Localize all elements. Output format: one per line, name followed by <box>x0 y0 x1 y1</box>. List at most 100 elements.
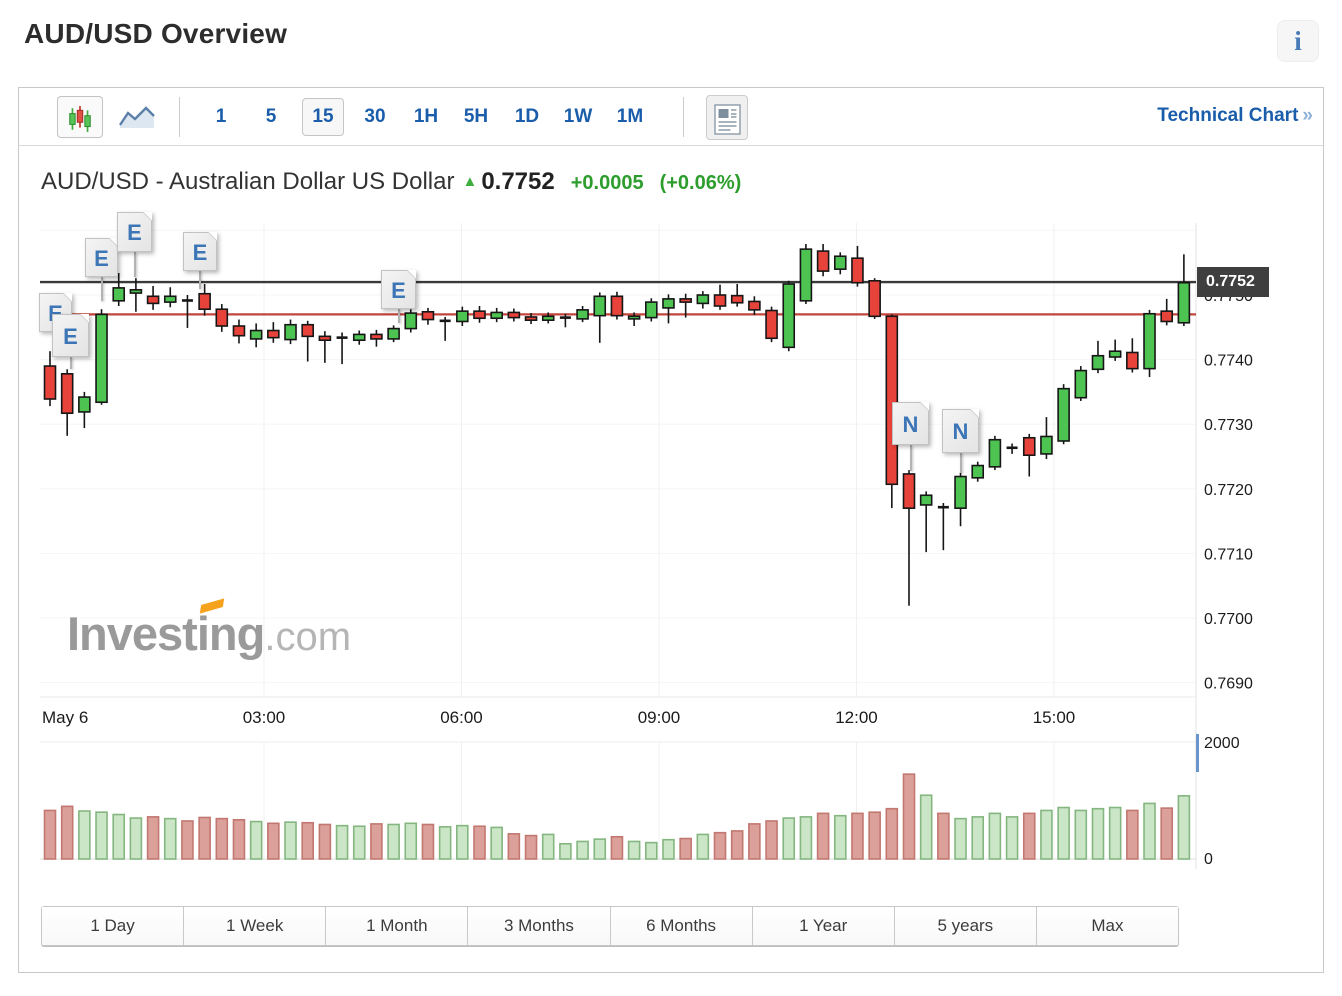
technical-chart-label: Technical Chart <box>1157 105 1299 126</box>
candle-body <box>112 287 126 302</box>
y-axis-label: 0.7720 <box>1204 482 1253 499</box>
candle-body <box>782 283 796 349</box>
line-chart-button[interactable] <box>113 103 161 133</box>
interval-1H[interactable]: 1H <box>413 106 439 127</box>
candle-body <box>95 313 108 404</box>
volume-bar <box>456 824 469 860</box>
economic-event-marker[interactable]: E <box>117 212 152 252</box>
interval-30[interactable]: 30 <box>364 106 386 127</box>
price-change: +0.0005 <box>570 172 644 194</box>
marker-fold <box>109 238 118 247</box>
candle-body <box>1022 436 1036 457</box>
volume-bar <box>267 822 280 860</box>
volume-bar <box>748 823 761 860</box>
candle-body <box>799 248 813 302</box>
volume-bar <box>129 817 143 860</box>
volume-bar <box>662 838 675 860</box>
volume-bar <box>713 831 727 860</box>
candle-body <box>163 295 177 303</box>
candle-body <box>490 311 503 320</box>
candle-body <box>1074 369 1088 399</box>
range-button-5-years[interactable]: 5 years <box>894 907 1037 945</box>
range-button-1-month[interactable]: 1 Month <box>326 907 469 945</box>
economic-event-marker[interactable]: E <box>85 238 118 277</box>
interval-5[interactable]: 5 <box>265 106 277 127</box>
volume-bar <box>1143 802 1156 860</box>
volume-bar <box>318 823 332 860</box>
chart-header: AUD/USD - Australian Dollar US Dollar ▲ 0.… <box>41 168 741 196</box>
toolbar-divider <box>179 97 180 137</box>
x-axis-label: 06:00 <box>440 708 483 727</box>
candle-body <box>352 333 366 342</box>
y-axis-label: 0.7740 <box>1204 353 1253 370</box>
y-axis-label: 0.7690 <box>1204 676 1253 693</box>
candle-body <box>541 315 555 321</box>
interval-1M[interactable]: 1M <box>616 106 644 127</box>
candle-body <box>1160 310 1173 323</box>
volume-bar <box>301 821 315 860</box>
candle-body <box>851 257 864 284</box>
volume-bar <box>473 825 486 860</box>
economic-event-marker[interactable]: E <box>381 270 416 309</box>
marker-fold <box>143 212 152 221</box>
marker-stem <box>69 357 72 369</box>
candle-body <box>696 294 710 305</box>
volume-bar <box>1074 809 1088 860</box>
range-button-6-months[interactable]: 6 Months <box>610 907 753 945</box>
y-axis-label: 0.7730 <box>1204 417 1253 434</box>
interval-15[interactable]: 15 <box>302 98 344 136</box>
news-button[interactable] <box>706 95 748 140</box>
candle-body <box>249 329 263 340</box>
technical-chart-link[interactable]: Technical Chart» <box>1157 105 1313 127</box>
price-volume-chart[interactable]: 0.77500.77400.77300.77200.77100.77000.76… <box>19 146 1323 886</box>
candle-body <box>748 300 761 311</box>
volume-bar <box>971 816 985 860</box>
candle-body <box>765 309 778 340</box>
news-marker[interactable]: N <box>892 402 929 445</box>
marker-fold <box>920 402 929 411</box>
volume-bar <box>885 807 899 860</box>
range-button-max[interactable]: Max <box>1036 907 1178 945</box>
volume-bars <box>43 773 1191 860</box>
candle-body <box>919 494 933 506</box>
volume-bar <box>1022 812 1036 860</box>
volume-bar <box>816 812 830 860</box>
x-axis-label: 12:00 <box>835 708 878 727</box>
range-button-3-months[interactable]: 3 Months <box>468 907 611 945</box>
range-button-1-week[interactable]: 1 Week <box>184 907 327 945</box>
candle-body <box>1057 387 1070 442</box>
chevrons-icon: » <box>1302 105 1313 126</box>
volume-bar <box>232 819 246 860</box>
candle-body <box>868 279 881 318</box>
x-axis-label: 03:00 <box>243 708 286 727</box>
interval-1D[interactable]: 1D <box>514 106 540 127</box>
volume-bar <box>404 822 418 860</box>
interval-1W[interactable]: 1W <box>563 106 593 127</box>
info-button[interactable]: i <box>1277 20 1319 62</box>
candle-body <box>1091 354 1105 371</box>
volume-bar <box>851 812 864 860</box>
candle-body <box>816 250 830 272</box>
candle-body <box>1040 435 1053 455</box>
volume-bar <box>181 820 194 860</box>
candlestick-chart-button[interactable] <box>57 96 103 138</box>
interval-1[interactable]: 1 <box>215 106 227 127</box>
range-button-1-day[interactable]: 1 Day <box>42 907 185 945</box>
news-marker[interactable]: N <box>942 409 979 453</box>
interval-5H[interactable]: 5H <box>463 106 489 127</box>
news-icon <box>713 103 741 135</box>
candle-body <box>713 294 727 307</box>
economic-event-marker[interactable]: E <box>52 314 89 357</box>
candle-body <box>318 335 332 342</box>
instrument-name: AUD/USD - Australian Dollar US Dollar <box>41 168 455 195</box>
economic-event-marker[interactable]: E <box>183 232 217 271</box>
candle-body <box>215 308 229 327</box>
candle-body <box>78 396 91 413</box>
candle-body <box>1126 351 1139 370</box>
x-axis-label: 15:00 <box>1033 708 1076 727</box>
volume-bar <box>43 809 57 860</box>
volume-bar <box>524 834 538 860</box>
range-button-1-year[interactable]: 1 Year <box>752 907 895 945</box>
volume-bar <box>352 825 366 860</box>
marker-stem <box>199 271 201 289</box>
